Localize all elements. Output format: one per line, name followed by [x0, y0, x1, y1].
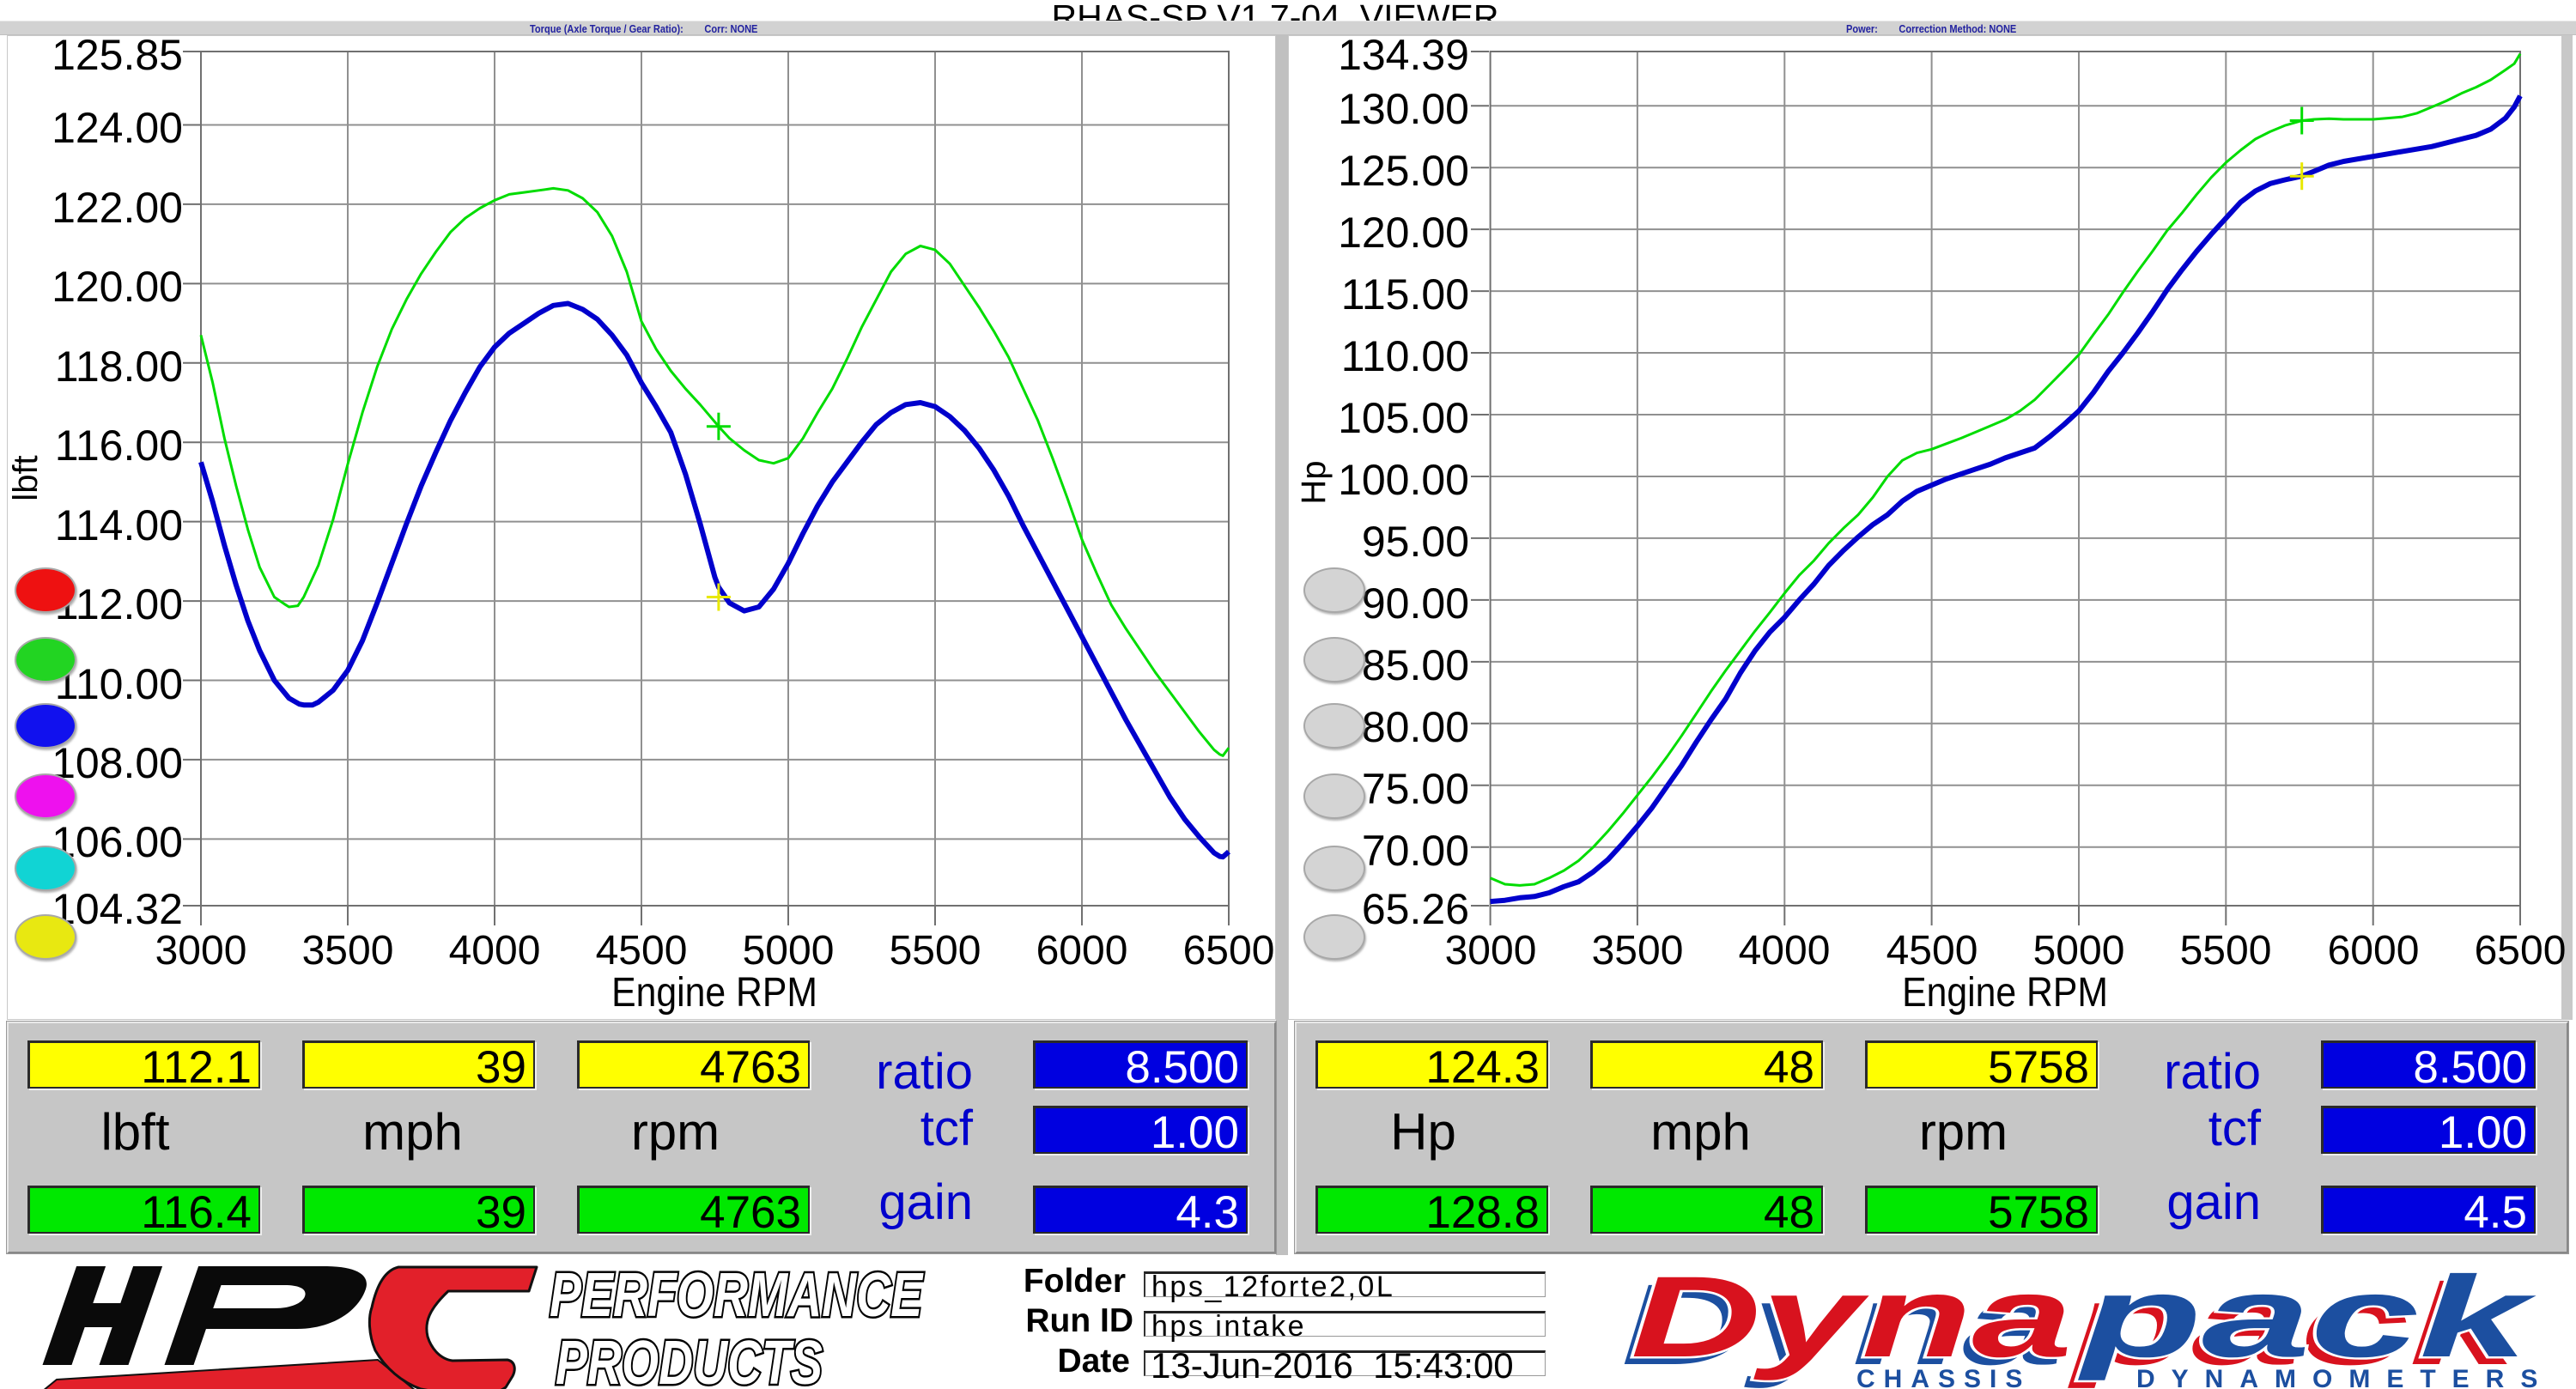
svg-text:DYNAMOMETERS: DYNAMOMETERS: [2136, 1365, 2554, 1389]
svg-text:PERFORMANCE: PERFORMANCE: [550, 1260, 924, 1330]
svg-text:pack: pack: [2077, 1253, 2537, 1381]
svg-text:PRODUCTS: PRODUCTS: [556, 1328, 823, 1389]
svg-text:CHASSIS: CHASSIS: [1856, 1365, 2031, 1389]
svg-text:Dyna: Dyna: [1621, 1260, 2063, 1389]
svg-text:Dyna: Dyna: [1631, 1253, 2072, 1381]
svg-text:pack: pack: [2067, 1260, 2526, 1389]
